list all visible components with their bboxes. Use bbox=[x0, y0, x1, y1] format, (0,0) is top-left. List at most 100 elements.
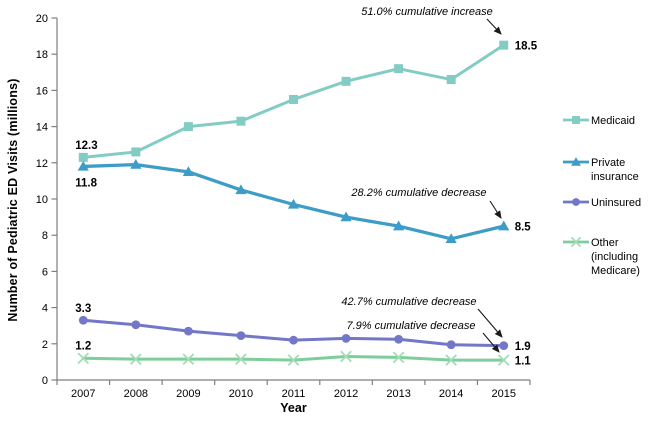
annotation-text: 28.2% cumulative decrease bbox=[350, 187, 486, 199]
x-tick-label: 2010 bbox=[229, 388, 253, 400]
point-uninsured-2014 bbox=[446, 340, 456, 350]
x-tick-label: 2009 bbox=[176, 388, 200, 400]
point-other-including-medicare-2008 bbox=[129, 353, 142, 366]
point-medicaid-2012 bbox=[341, 76, 351, 86]
legend-label: insurance bbox=[591, 171, 639, 183]
point-medicaid-2008 bbox=[131, 147, 141, 157]
point-private-insurance-2014 bbox=[445, 233, 457, 244]
point-uninsured-2007 bbox=[78, 315, 88, 325]
point-other-including-medicare-2012 bbox=[340, 350, 352, 363]
series-medicaid: 12.3 18.5 bbox=[75, 40, 538, 162]
y-tick-label: 4 bbox=[42, 303, 48, 315]
x-tick-label: 2013 bbox=[386, 388, 410, 400]
point-uninsured-2010 bbox=[236, 331, 246, 341]
annotation-text: 7.9% cumulative decrease bbox=[346, 320, 475, 332]
x-axis-title: Year bbox=[280, 401, 307, 415]
y-tick-label: 18 bbox=[36, 49, 48, 61]
annotation-text: 42.7% cumulative decrease bbox=[341, 296, 476, 308]
legend-item-private-insurance: Private insurance bbox=[563, 157, 639, 183]
annotation-arrow bbox=[489, 200, 502, 219]
legend-label: Private bbox=[591, 157, 625, 169]
legend-item-other-including-medicare: Other (including Medicare) bbox=[563, 236, 640, 277]
annotation-private-insurance: 28.2% cumulative decrease bbox=[350, 187, 502, 219]
point-medicaid-2010 bbox=[236, 116, 246, 126]
first-value-label-uninsured: 3.3 bbox=[75, 303, 91, 315]
last-value-label-private-insurance: 8.5 bbox=[515, 222, 532, 234]
y-tick-label: 16 bbox=[36, 85, 48, 97]
first-value-label-medicaid: 12.3 bbox=[75, 140, 97, 152]
legend-marker-x bbox=[570, 236, 582, 248]
legend-item-uninsured: Uninsured bbox=[563, 197, 641, 209]
point-other-including-medicare-2015 bbox=[497, 354, 510, 366]
point-other-including-medicare-2010 bbox=[235, 353, 247, 366]
y-axis-title: Number of Pediatric ED Visits (millions) bbox=[6, 78, 20, 322]
x-stroke bbox=[182, 353, 195, 366]
annotation-other-including-medicare: 7.9% cumulative decrease bbox=[346, 320, 500, 353]
series-other-including-medicare: 1.2 1.1 bbox=[75, 340, 531, 367]
point-private-insurance-2012 bbox=[340, 211, 352, 222]
point-other-including-medicare-2007 bbox=[77, 352, 90, 365]
x-stroke bbox=[340, 350, 352, 363]
annotation-medicaid: 51.0% cumulative increase bbox=[361, 6, 502, 35]
annotation-text: 51.0% cumulative increase bbox=[361, 6, 492, 18]
x-stroke bbox=[497, 354, 510, 366]
legend-label: Medicaid bbox=[591, 115, 635, 127]
point-medicaid-2013 bbox=[394, 64, 404, 74]
point-other-including-medicare-2014 bbox=[445, 354, 458, 366]
point-other-including-medicare-2011 bbox=[287, 354, 300, 366]
y-tick-label: 6 bbox=[42, 266, 48, 278]
point-uninsured-2012 bbox=[341, 333, 351, 343]
first-value-label-other-including-medicare: 1.2 bbox=[75, 340, 91, 352]
y-tick-label: 14 bbox=[36, 122, 48, 134]
y-tick-label: 8 bbox=[42, 230, 48, 242]
point-private-insurance-2008 bbox=[130, 159, 142, 169]
point-private-insurance-2007 bbox=[77, 160, 89, 171]
legend-marker-circle bbox=[572, 198, 580, 206]
annotation-uninsured: 42.7% cumulative decrease bbox=[341, 296, 503, 338]
annotation-arrow bbox=[482, 332, 500, 353]
x-tick-label: 2012 bbox=[334, 388, 358, 400]
x-tick-label: 2014 bbox=[439, 388, 463, 400]
point-uninsured-2008 bbox=[131, 320, 141, 330]
point-private-insurance-2010 bbox=[235, 184, 247, 195]
y-tick-label: 12 bbox=[36, 158, 48, 170]
y-tick-label: 0 bbox=[42, 375, 48, 387]
point-uninsured-2013 bbox=[394, 334, 404, 344]
point-other-including-medicare-2013 bbox=[392, 351, 405, 364]
x-stroke bbox=[235, 353, 247, 366]
legend-label: Uninsured bbox=[591, 197, 641, 209]
x-tick-label: 2007 bbox=[71, 388, 95, 400]
x-stroke bbox=[570, 236, 582, 248]
x-tick-label: 2015 bbox=[491, 388, 515, 400]
x-tick-label: 2008 bbox=[124, 388, 148, 400]
point-medicaid-2009 bbox=[183, 122, 193, 132]
point-medicaid-2014 bbox=[446, 75, 456, 85]
point-private-insurance-2009 bbox=[182, 166, 194, 177]
y-tick-label: 20 bbox=[36, 13, 48, 25]
legend: Medicaid Private insurance Uninsured Other (i… bbox=[563, 115, 641, 277]
legend-label: (including bbox=[591, 251, 638, 263]
series-private-insurance: 11.8 8.5 bbox=[75, 159, 532, 244]
series-uninsured: 3.3 1.9 bbox=[75, 303, 530, 353]
x-stroke bbox=[77, 352, 90, 365]
point-private-insurance-2015 bbox=[498, 220, 510, 231]
point-medicaid-2007 bbox=[78, 152, 88, 162]
point-private-insurance-2013 bbox=[393, 220, 405, 231]
legend-item-medicaid: Medicaid bbox=[563, 115, 635, 127]
last-value-label-other-including-medicare: 1.1 bbox=[515, 356, 532, 368]
annotation-arrow bbox=[477, 308, 503, 338]
y-tick-label: 10 bbox=[36, 194, 48, 206]
annotation-arrow bbox=[486, 18, 502, 35]
point-other-including-medicare-2009 bbox=[182, 353, 195, 366]
last-value-label-medicaid: 18.5 bbox=[515, 41, 538, 53]
x-stroke bbox=[392, 351, 405, 364]
point-uninsured-2015 bbox=[499, 341, 509, 351]
legend-label: Medicare) bbox=[591, 265, 640, 277]
y-tick-label: 2 bbox=[42, 339, 48, 351]
x-stroke bbox=[287, 354, 300, 366]
legend-marker-square bbox=[572, 116, 580, 124]
legend-marker-triangle bbox=[571, 157, 581, 166]
point-private-insurance-2011 bbox=[287, 198, 300, 209]
